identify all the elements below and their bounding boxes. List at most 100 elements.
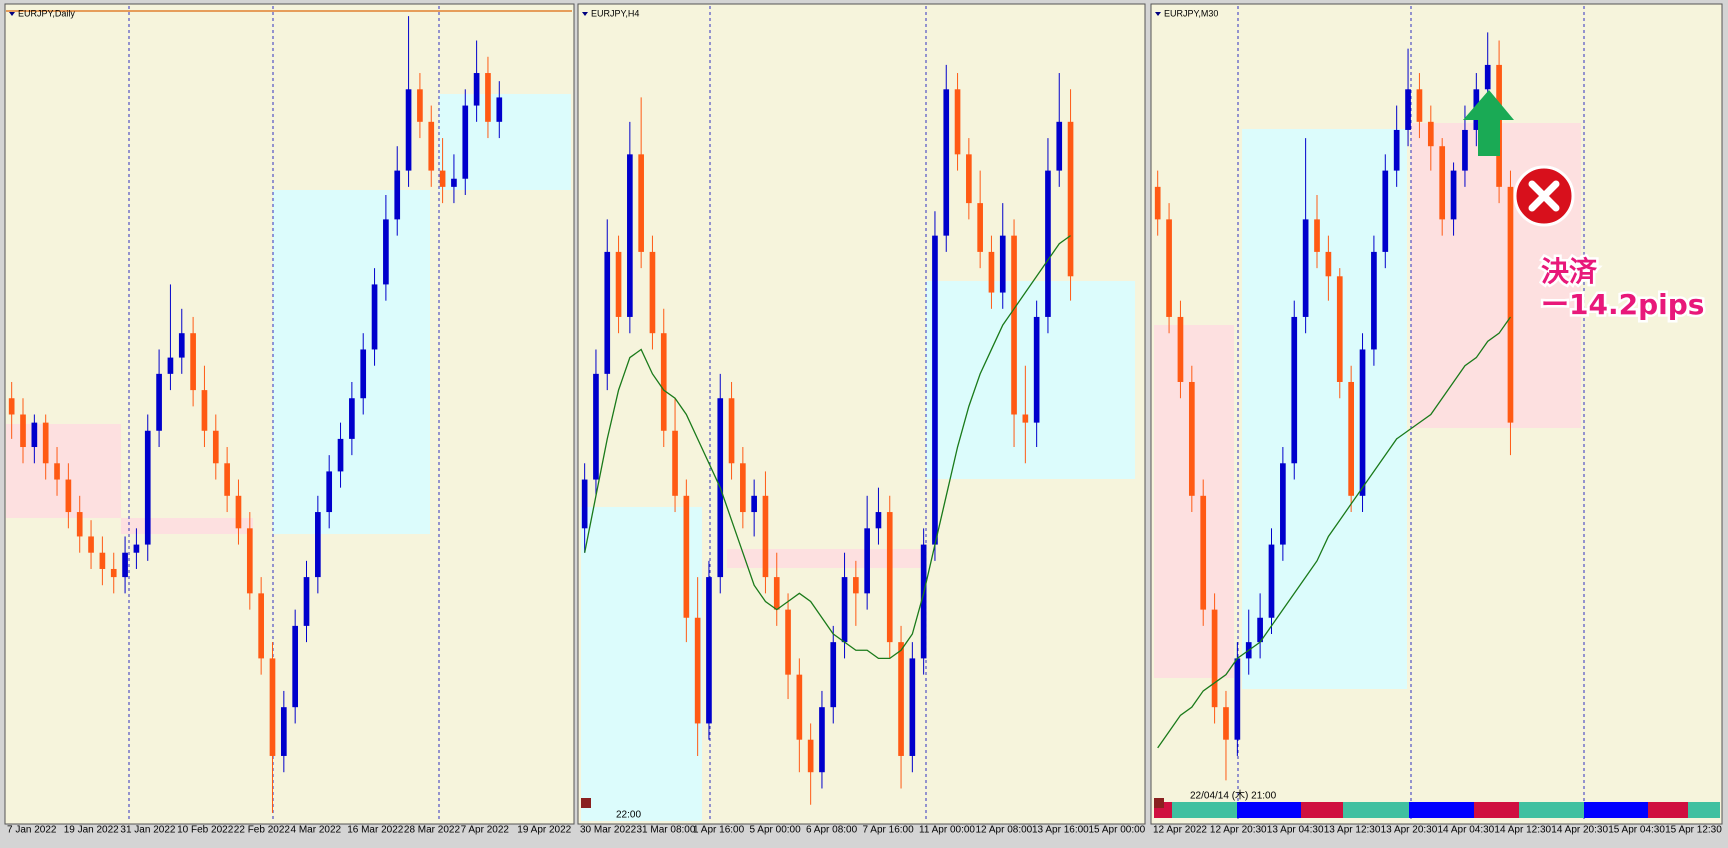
candle-body xyxy=(439,170,446,187)
session xyxy=(1474,802,1519,818)
candle-body xyxy=(1188,381,1195,496)
candle-body xyxy=(672,430,678,496)
candle-body xyxy=(1200,495,1207,610)
plots: EURJPY,Daily 7 Jan 2022 19 Jan 2022 31 Jan … xyxy=(7,8,1722,835)
menu-arrow xyxy=(1155,12,1161,16)
candle-body xyxy=(258,593,264,659)
candle-body xyxy=(649,251,656,334)
candle-body xyxy=(999,235,1006,293)
candle-body xyxy=(360,349,367,399)
zone xyxy=(1154,325,1234,678)
candle-body xyxy=(1450,170,1457,220)
candle-body xyxy=(1177,316,1184,382)
session xyxy=(1237,802,1301,818)
x-tick-label: 28 Mar 2022 xyxy=(404,825,461,836)
x-tick-label: 15 Apr 12:30 xyxy=(1665,825,1722,836)
panel-title: EURJPY,Daily xyxy=(18,8,75,18)
exit-icon xyxy=(1513,165,1575,227)
candle-body xyxy=(8,398,15,415)
candle-body xyxy=(1359,349,1366,496)
x-tick-label: 19 Apr 2022 xyxy=(517,825,571,836)
session xyxy=(1688,802,1720,818)
x-tick-label: 12 Apr 20:30 xyxy=(1210,825,1267,836)
x-tick-label: 13 Apr 16:00 xyxy=(1032,825,1089,836)
time-label: 22/04/14 (木) 21:00 xyxy=(1190,790,1277,802)
candle-body xyxy=(1416,89,1423,122)
candle-body xyxy=(1371,251,1377,350)
session-bar xyxy=(1154,802,1720,818)
candle-body xyxy=(496,97,503,122)
candle-body xyxy=(1382,170,1389,252)
panel-title: EURJPY,M30 xyxy=(1164,8,1218,18)
candle-body xyxy=(1325,251,1332,277)
x-tick-label: 31 Jan 2022 xyxy=(120,825,175,836)
x-tick-label: 12 Apr 08:00 xyxy=(976,825,1033,836)
candle-body xyxy=(627,154,633,317)
candle-body xyxy=(1439,146,1446,220)
session xyxy=(1343,802,1409,818)
candle-body xyxy=(762,495,769,578)
candle-body xyxy=(1033,316,1040,423)
candle-body xyxy=(694,617,701,724)
candle-body xyxy=(485,73,491,122)
candle-body xyxy=(830,642,837,708)
x-tick-label: 5 Apr 00:00 xyxy=(750,825,802,836)
session xyxy=(1648,802,1688,818)
candle-body xyxy=(178,333,185,358)
candle-body xyxy=(785,609,791,675)
menu-arrow xyxy=(9,12,15,16)
session xyxy=(1172,802,1237,818)
time-label: 22:00 xyxy=(616,810,641,821)
candle-body xyxy=(1268,544,1275,618)
session xyxy=(1409,802,1474,818)
x-tick-label: 7 Jan 2022 xyxy=(7,825,57,836)
candle-body xyxy=(88,536,94,553)
candle-body xyxy=(954,89,961,155)
x-tick-label: 12 Apr 2022 xyxy=(1153,825,1207,836)
x-tick-label: 14 Apr 12:30 xyxy=(1494,825,1551,836)
zone xyxy=(121,518,253,534)
x-tick-label: 6 Apr 08:00 xyxy=(806,825,858,836)
candle-body xyxy=(65,479,72,513)
panel-title: EURJPY,H4 xyxy=(591,8,639,18)
candle-body xyxy=(462,105,469,179)
zone xyxy=(727,549,926,568)
candle-body xyxy=(807,739,814,773)
candle-body xyxy=(1291,316,1298,464)
candle-body xyxy=(42,422,49,464)
candle-body xyxy=(593,373,599,480)
session xyxy=(1519,802,1584,818)
candle-body xyxy=(1022,414,1029,423)
x-tick-label: 13 Apr 04:30 xyxy=(1267,825,1324,836)
x-tick-label: 14 Apr 04:30 xyxy=(1438,825,1495,836)
candle-body xyxy=(394,170,401,220)
candle-body xyxy=(451,178,457,187)
candle-body xyxy=(1507,186,1514,423)
candle-body xyxy=(428,121,435,171)
candle-body xyxy=(337,438,344,472)
candle-body xyxy=(988,251,995,293)
session xyxy=(1584,802,1648,818)
candle-body xyxy=(875,512,882,529)
candle-body xyxy=(1067,121,1074,277)
candle-body xyxy=(1348,381,1354,496)
menu-arrow xyxy=(582,12,588,16)
candle-body xyxy=(1393,129,1400,171)
candle-body xyxy=(235,495,242,529)
zone xyxy=(926,281,1135,479)
candle-body xyxy=(122,552,128,578)
zone xyxy=(273,190,430,534)
x-tick-label: 7 Apr 16:00 xyxy=(863,825,915,836)
candle-body xyxy=(224,463,230,496)
candle-body xyxy=(1314,219,1320,252)
session xyxy=(1301,802,1343,818)
x-tick-label: 13 Apr 20:30 xyxy=(1381,825,1438,836)
candle-body xyxy=(886,512,893,643)
candle-body xyxy=(1336,276,1343,382)
candle-body xyxy=(581,479,588,529)
candle-body xyxy=(1154,186,1161,220)
candle-body xyxy=(660,333,667,431)
candle-body xyxy=(99,552,106,569)
candle-body xyxy=(303,577,310,626)
